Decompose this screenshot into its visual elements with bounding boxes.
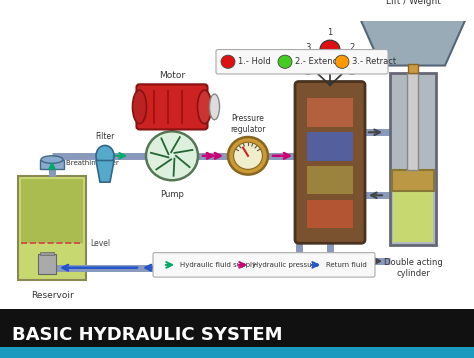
Bar xyxy=(0,347,474,358)
Bar xyxy=(307,132,353,160)
Bar xyxy=(307,200,353,228)
FancyBboxPatch shape xyxy=(216,49,388,74)
Bar xyxy=(393,185,433,242)
Polygon shape xyxy=(358,14,468,66)
FancyBboxPatch shape xyxy=(295,82,365,243)
Text: 3.- Retract: 3.- Retract xyxy=(352,57,396,66)
Circle shape xyxy=(298,55,318,74)
Text: BASIC HYDRAULIC SYSTEM: BASIC HYDRAULIC SYSTEM xyxy=(12,326,283,344)
Ellipse shape xyxy=(198,90,211,124)
Text: 2.- Extend: 2.- Extend xyxy=(295,57,338,66)
Text: Directional
control valve: Directional control valve xyxy=(303,253,357,272)
Polygon shape xyxy=(96,160,114,182)
Text: 2: 2 xyxy=(349,43,355,52)
Text: Motor: Motor xyxy=(159,71,185,79)
Bar xyxy=(390,73,436,245)
Text: 3: 3 xyxy=(305,43,310,52)
FancyBboxPatch shape xyxy=(18,176,86,280)
Circle shape xyxy=(342,55,362,74)
Text: Filter: Filter xyxy=(95,132,115,141)
Bar xyxy=(307,98,353,127)
Text: 1.- Hold: 1.- Hold xyxy=(238,57,271,66)
Circle shape xyxy=(228,137,268,175)
Bar xyxy=(392,170,434,190)
Text: Pressure
regulator: Pressure regulator xyxy=(230,115,266,134)
Ellipse shape xyxy=(96,145,114,166)
Text: Reservoir: Reservoir xyxy=(31,291,73,300)
Ellipse shape xyxy=(210,94,219,120)
Bar xyxy=(0,309,474,358)
Text: Hydraulic fluid supply: Hydraulic fluid supply xyxy=(180,262,256,268)
Ellipse shape xyxy=(133,90,146,124)
Bar xyxy=(21,179,83,243)
Bar xyxy=(408,73,419,170)
Circle shape xyxy=(320,40,340,59)
Bar xyxy=(408,64,418,73)
Circle shape xyxy=(335,55,349,68)
Text: 1: 1 xyxy=(328,28,333,37)
Bar xyxy=(0,21,474,309)
Bar xyxy=(40,252,54,256)
Circle shape xyxy=(146,131,198,180)
FancyBboxPatch shape xyxy=(153,253,375,277)
Text: Hydraulic pressure: Hydraulic pressure xyxy=(253,262,319,268)
Text: Breathing filter: Breathing filter xyxy=(66,160,119,166)
Text: Level: Level xyxy=(90,239,110,248)
Ellipse shape xyxy=(41,156,63,163)
Circle shape xyxy=(221,55,235,68)
Text: Lift / Weight: Lift / Weight xyxy=(385,0,440,6)
FancyBboxPatch shape xyxy=(137,84,208,130)
Bar xyxy=(307,166,353,194)
Text: Double acting
cylinder: Double acting cylinder xyxy=(383,258,442,278)
Bar xyxy=(38,253,56,274)
Text: Pump: Pump xyxy=(160,190,184,199)
Circle shape xyxy=(234,142,263,169)
Circle shape xyxy=(278,55,292,68)
Text: Return fluid: Return fluid xyxy=(326,262,367,268)
Bar xyxy=(40,160,64,169)
